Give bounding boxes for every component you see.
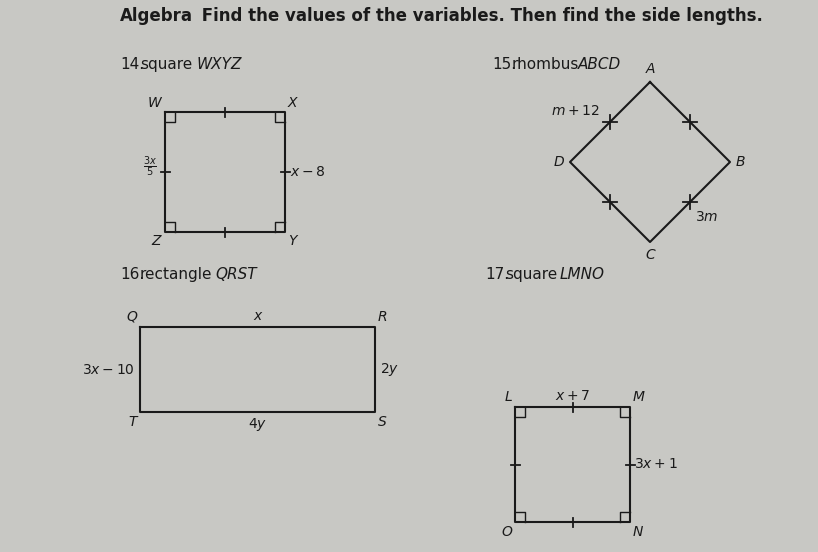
Text: $m+12$: $m+12$ xyxy=(551,104,600,118)
Text: C: C xyxy=(645,248,655,262)
Text: Algebra: Algebra xyxy=(120,7,193,25)
Text: S: S xyxy=(378,415,387,429)
Text: $3x+1$: $3x+1$ xyxy=(634,458,677,471)
Text: Z: Z xyxy=(151,234,161,248)
Text: R: R xyxy=(378,310,388,324)
Text: Q: Q xyxy=(126,310,137,324)
Text: L: L xyxy=(504,390,512,404)
Text: T: T xyxy=(128,415,137,429)
Text: B: B xyxy=(736,155,745,169)
Text: ABCD: ABCD xyxy=(578,57,621,72)
Text: square: square xyxy=(505,267,557,282)
Text: LMNO: LMNO xyxy=(560,267,605,282)
Text: Y: Y xyxy=(288,234,296,248)
Text: rectangle: rectangle xyxy=(140,267,213,282)
Text: M: M xyxy=(633,390,645,404)
Text: $\frac{3x}{5}$: $\frac{3x}{5}$ xyxy=(143,155,157,179)
Text: Find the values of the variables. Then find the side lengths.: Find the values of the variables. Then f… xyxy=(196,7,763,25)
Text: O: O xyxy=(501,525,512,539)
Text: $x-8$: $x-8$ xyxy=(290,165,326,179)
Text: $2y$: $2y$ xyxy=(380,361,399,378)
Text: rhombus: rhombus xyxy=(512,57,579,72)
Text: X: X xyxy=(288,96,298,110)
Text: $4y$: $4y$ xyxy=(248,416,267,433)
Text: 16.: 16. xyxy=(120,267,144,282)
Text: $3m$: $3m$ xyxy=(695,210,718,224)
Text: W: W xyxy=(147,96,161,110)
Text: x: x xyxy=(254,309,262,323)
Text: $x+7$: $x+7$ xyxy=(555,389,590,403)
Text: N: N xyxy=(633,525,644,539)
Text: 15.: 15. xyxy=(492,57,516,72)
Text: D: D xyxy=(553,155,564,169)
Text: $3x-10$: $3x-10$ xyxy=(83,363,135,376)
Text: QRST: QRST xyxy=(215,267,257,282)
Text: WXYZ: WXYZ xyxy=(197,57,242,72)
Text: A: A xyxy=(645,62,654,76)
Text: 14.: 14. xyxy=(120,57,144,72)
Text: square: square xyxy=(140,57,192,72)
Text: 17.: 17. xyxy=(485,267,509,282)
